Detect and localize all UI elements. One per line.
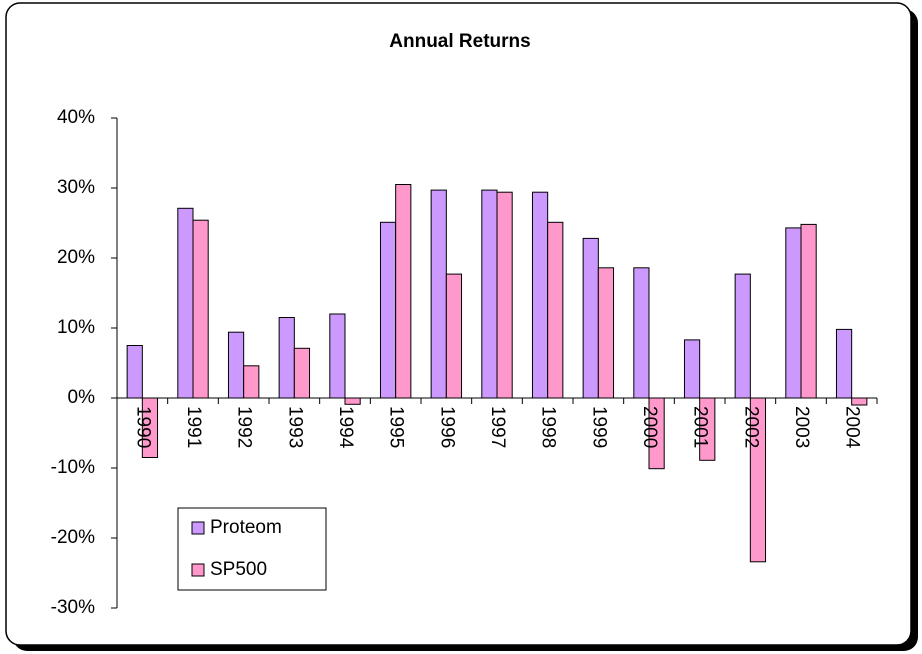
legend-label: Proteom <box>210 517 282 538</box>
x-tick-label: 2004 <box>842 406 863 449</box>
bar <box>633 267 650 399</box>
legend-swatch <box>191 563 205 577</box>
y-tick-label: -30% <box>51 597 95 618</box>
y-tick-label: 10% <box>57 317 95 338</box>
bar <box>126 345 143 399</box>
x-tick-label: 1997 <box>487 406 508 448</box>
bar <box>344 397 361 405</box>
x-tick-label: 1993 <box>284 406 305 448</box>
x-tick-label: 1995 <box>386 406 407 448</box>
x-tick-label: 1990 <box>132 406 153 448</box>
bar <box>531 191 549 399</box>
x-tick-label: 1992 <box>234 406 255 448</box>
x-tick-label: 2000 <box>639 406 660 448</box>
bar <box>582 237 599 399</box>
bar <box>177 207 194 399</box>
bar <box>430 189 447 399</box>
bar <box>683 339 701 399</box>
bar <box>835 328 853 399</box>
bar <box>445 273 463 399</box>
legend-label: SP500 <box>210 559 267 580</box>
x-tick-label: 2003 <box>791 406 812 448</box>
x-tick-label: 1999 <box>588 406 609 448</box>
x-tick-label: 1991 <box>183 406 204 448</box>
bar <box>243 365 260 399</box>
x-tick-label: 1996 <box>436 406 457 448</box>
x-tick-label: 2002 <box>740 406 761 448</box>
bar <box>481 189 498 399</box>
bar <box>851 397 868 406</box>
bar <box>496 191 513 399</box>
legend-swatch <box>191 521 205 535</box>
chart-title: Annual Returns <box>389 31 530 52</box>
bar <box>379 221 397 399</box>
bar <box>329 313 346 399</box>
bar <box>278 317 295 399</box>
bar <box>227 331 245 399</box>
x-tick-label: 1994 <box>335 406 356 449</box>
x-tick-label: 1998 <box>538 406 559 448</box>
y-tick-label: 0% <box>68 387 96 408</box>
bar <box>800 223 817 399</box>
bar <box>785 227 802 399</box>
y-tick-label: -20% <box>51 527 95 548</box>
y-tick-label: 20% <box>57 247 95 268</box>
bar <box>293 347 311 399</box>
bar <box>734 273 751 399</box>
bar <box>192 219 209 399</box>
y-tick-label: -10% <box>51 457 95 478</box>
y-tick-label: 30% <box>57 177 95 198</box>
y-tick-label: 40% <box>57 107 95 128</box>
x-tick-label: 2001 <box>690 406 711 448</box>
bar <box>395 184 412 399</box>
bar <box>547 221 564 399</box>
bar <box>597 267 615 399</box>
